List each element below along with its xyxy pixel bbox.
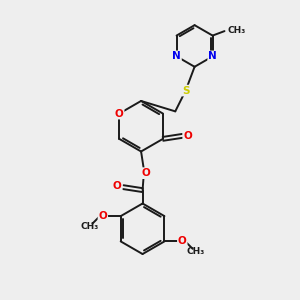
Text: CH₃: CH₃ [227, 26, 246, 35]
Text: O: O [113, 181, 122, 191]
Text: N: N [208, 51, 217, 62]
Text: O: O [115, 109, 124, 118]
Text: O: O [141, 168, 150, 178]
Text: O: O [178, 236, 187, 246]
Text: N: N [172, 51, 181, 62]
Text: CH₃: CH₃ [187, 247, 205, 256]
Text: O: O [98, 211, 107, 221]
Text: S: S [182, 85, 189, 96]
Text: O: O [183, 131, 192, 141]
Text: CH₃: CH₃ [80, 222, 99, 231]
